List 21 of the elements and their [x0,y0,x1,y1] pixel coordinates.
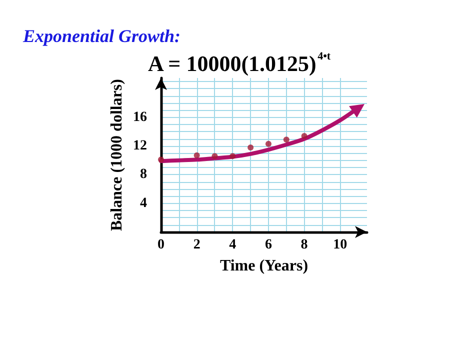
x-tick-label: 2 [193,238,200,252]
point [212,153,218,160]
point [265,140,272,147]
point [158,156,164,163]
y-axis-title: Balance (1000 dollars) [108,79,126,231]
x-tick-label: 8 [300,238,308,252]
x-tick-label: 6 [264,238,272,252]
x-tick-label: 10 [333,238,348,252]
point [248,144,254,150]
x-axis-title: Time (Years) [220,258,308,274]
y-tick-label: 4 [140,196,147,211]
point [283,136,290,143]
y-tick-label: 16 [133,110,147,125]
point [230,153,236,160]
point [301,133,308,140]
x-tick-label: 0 [158,238,164,252]
y-tick-label: 12 [133,138,147,154]
point [194,152,200,158]
y-tick-label: 8 [140,167,147,182]
x-tick-label: 4 [229,238,236,252]
chart-title: Exponential Growth: [22,26,181,46]
